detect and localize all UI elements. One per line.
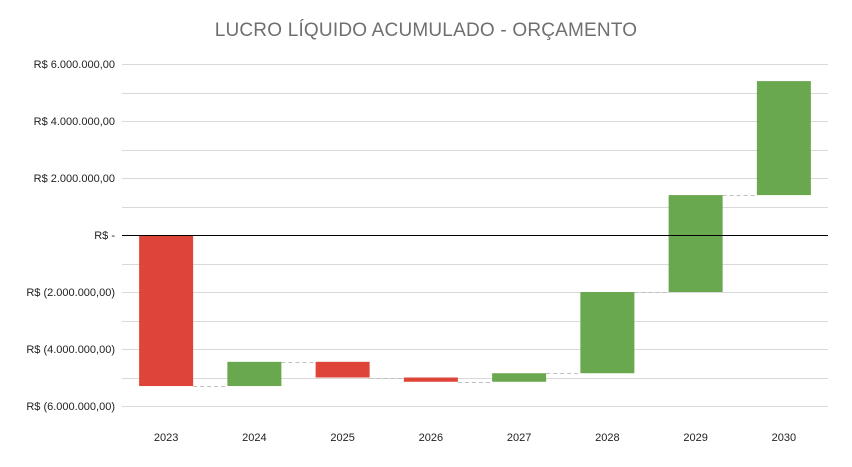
x-tick-label: 2029	[683, 432, 707, 444]
y-tick-label: R$ 2.000.000,00	[34, 173, 115, 185]
y-tick-label: R$ (4.000.000,00)	[26, 344, 115, 356]
decrease-bar-2026	[403, 377, 458, 382]
increase-bar-2027	[492, 373, 547, 382]
x-tick-label: 2024	[242, 432, 266, 444]
x-tick-label: 2023	[154, 432, 178, 444]
decrease-bar-2023	[139, 235, 194, 387]
x-tick-label: 2028	[595, 432, 619, 444]
x-tick-label: 2027	[507, 432, 531, 444]
x-tick-label: 2025	[330, 432, 354, 444]
y-tick-label: R$ (2.000.000,00)	[26, 287, 115, 299]
x-tick-label: 2030	[772, 432, 796, 444]
increase-bar-2030	[756, 81, 811, 196]
y-tick-label: R$ 4.000.000,00	[34, 116, 115, 128]
y-tick-label: R$ (6.000.000,00)	[26, 401, 115, 413]
y-tick-label: R$ 6.000.000,00	[34, 59, 115, 71]
chart-title: LUCRO LÍQUIDO ACUMULADO - ORÇAMENTO	[214, 20, 638, 41]
y-tick-label: R$ -	[94, 230, 115, 242]
decrease-bar-2025	[315, 361, 370, 378]
increase-bar-2028	[580, 292, 635, 374]
x-tick-label: 2026	[419, 432, 443, 444]
increase-bar-2024	[227, 361, 282, 387]
increase-bar-2029	[668, 195, 723, 292]
